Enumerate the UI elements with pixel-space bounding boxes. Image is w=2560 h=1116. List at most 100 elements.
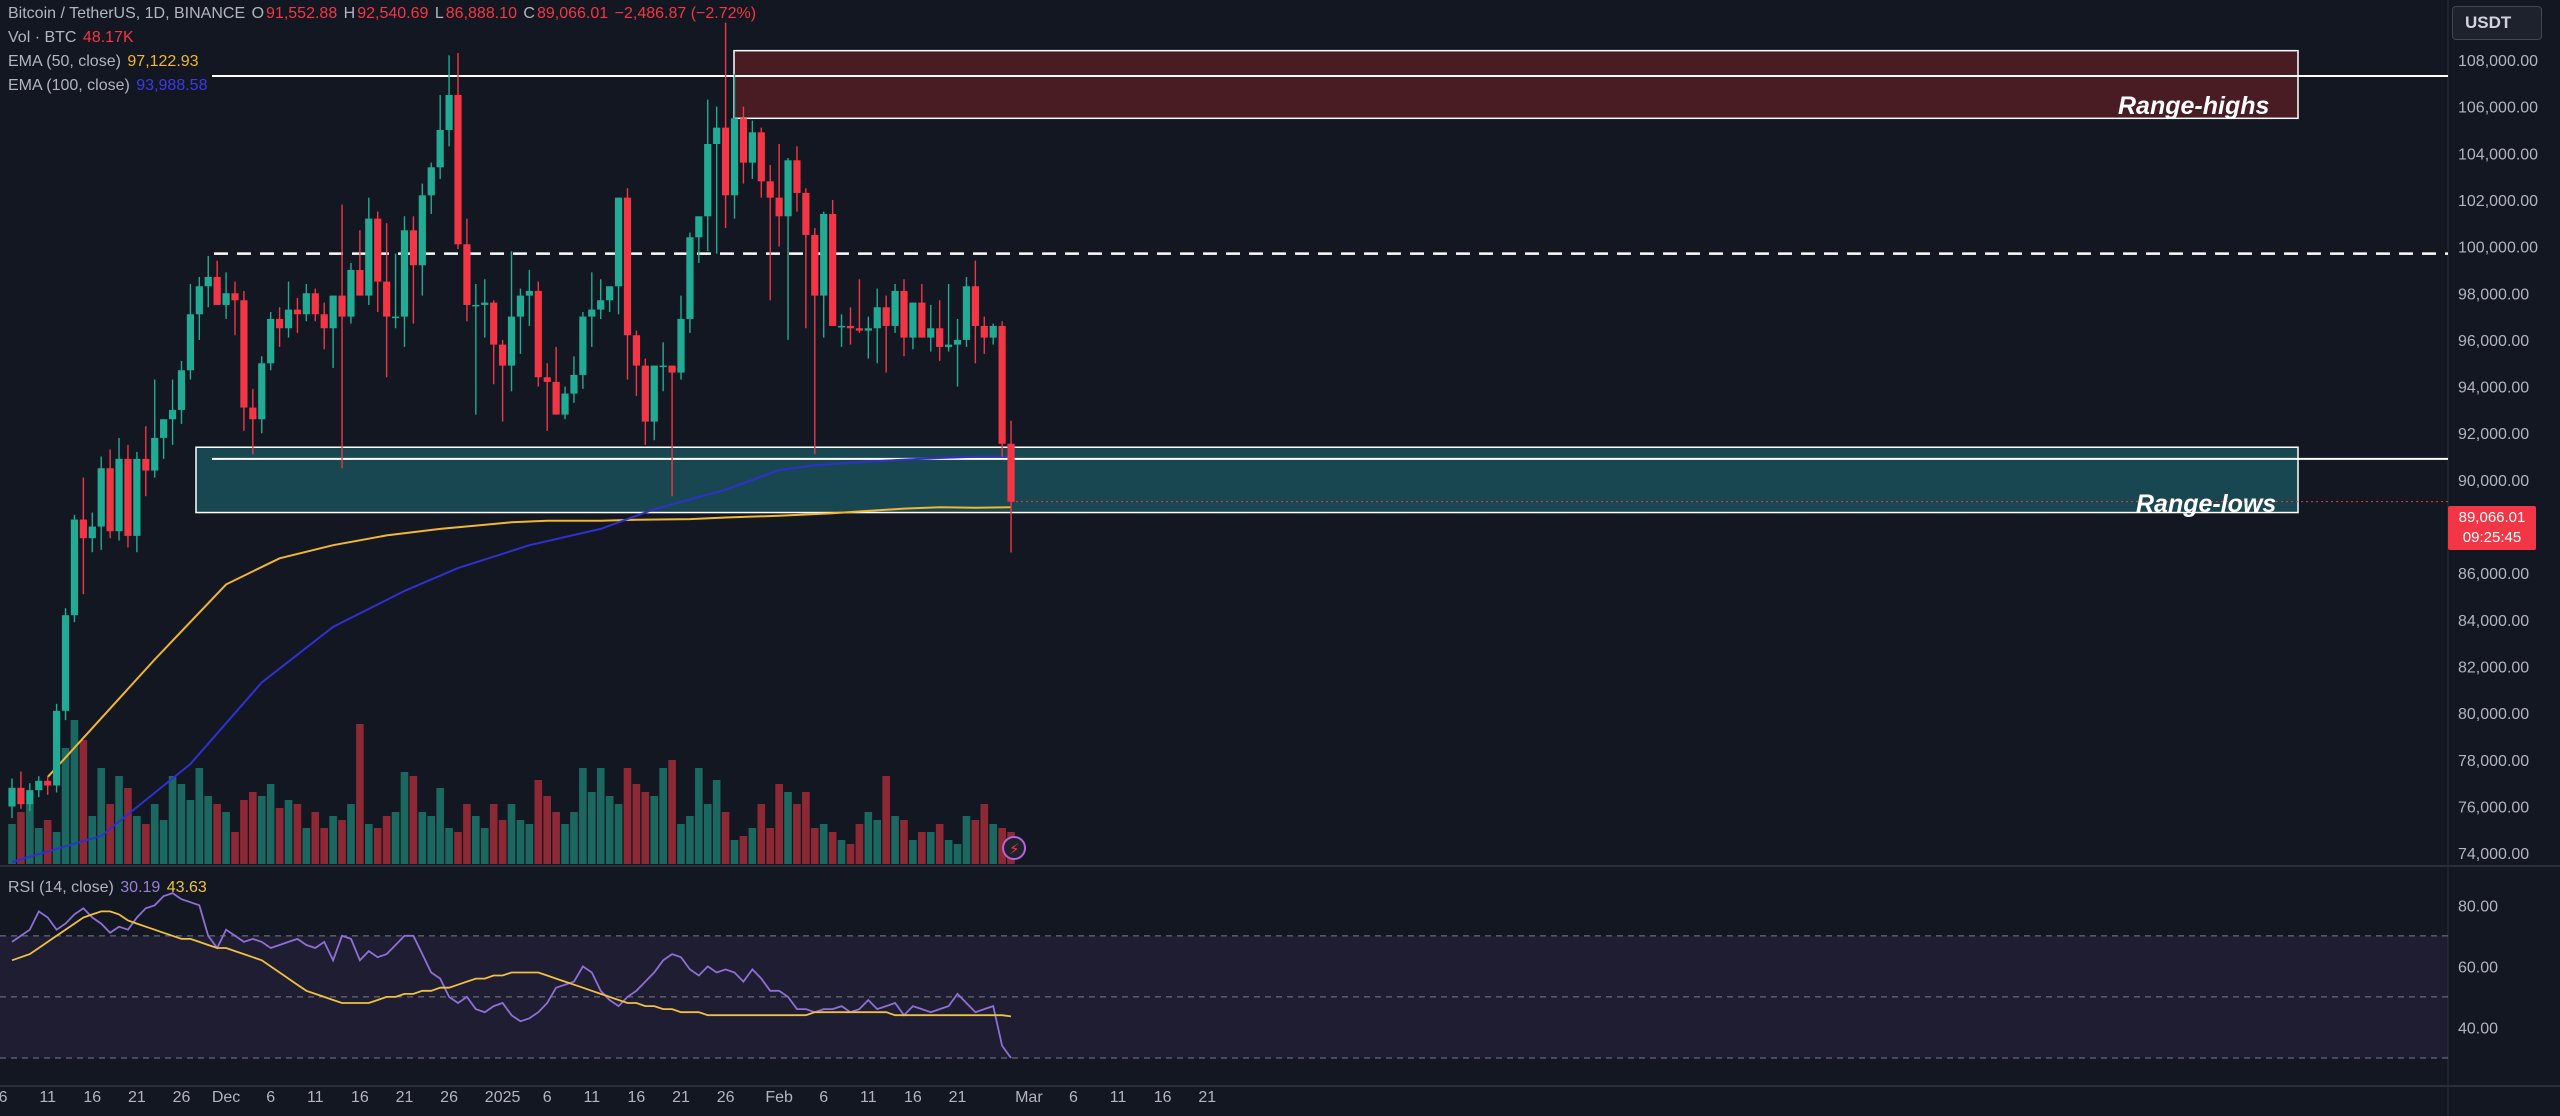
candle-body — [97, 468, 105, 527]
candle-body — [106, 468, 114, 532]
volume-bar — [739, 836, 748, 864]
candle-body — [231, 293, 239, 301]
volume-bar — [498, 820, 507, 864]
candle-body — [855, 328, 863, 331]
time-axis-label: 11 — [39, 1089, 56, 1106]
candle-body — [579, 316, 587, 375]
time-axis-label: Feb — [765, 1089, 793, 1106]
volume-bar — [204, 796, 213, 864]
volume-bar — [909, 840, 917, 864]
candle-body — [775, 197, 783, 217]
candle-body — [953, 339, 962, 345]
volume-bar — [935, 824, 944, 864]
candle-body — [837, 325, 846, 328]
candle-body — [338, 295, 346, 317]
last-price-tag: 89,066.01 09:25:45 — [2448, 506, 2536, 550]
volume-bar — [133, 816, 141, 864]
candle-body — [365, 218, 373, 296]
price-tick-label: 76,000.00 — [2458, 799, 2529, 816]
candle-body — [722, 127, 730, 196]
candle-body — [490, 302, 498, 345]
candle-body — [713, 127, 721, 144]
candle-body — [383, 281, 391, 317]
price-tick-label: 94,000.00 — [2458, 380, 2529, 397]
low-value: 86,888.10 — [445, 5, 517, 22]
high-label: H — [343, 5, 356, 22]
volume-bar — [97, 768, 105, 864]
price-tick-label: 96,000.00 — [2458, 333, 2529, 350]
symbol-legend[interactable]: Bitcoin / TetherUS, 1D, BINANCE O 91,552.… — [8, 4, 758, 24]
candle-body — [516, 295, 525, 317]
ema100-legend[interactable]: EMA (100, close) 93,988.58 — [8, 76, 209, 96]
time-axis-label: Dec — [212, 1089, 240, 1106]
candle-body — [900, 290, 908, 338]
candle-body — [793, 160, 801, 193]
symbol-name: Bitcoin / TetherUS, 1D, BINANCE — [8, 5, 246, 22]
volume-bar — [195, 768, 204, 864]
ema50-line — [46, 506, 1012, 778]
open-value: 91,552.88 — [266, 5, 338, 22]
volume-bar — [159, 820, 168, 864]
candle-body — [374, 218, 382, 282]
candle-body — [989, 325, 997, 338]
lightning-icon — [1002, 836, 1027, 860]
time-axis-label: 21 — [672, 1089, 690, 1106]
rsi-legend[interactable]: RSI (14, close) 30.19 43.63 — [8, 878, 209, 898]
candle-body — [70, 519, 79, 616]
price-tick-label: 82,000.00 — [2458, 660, 2529, 677]
currency-selector[interactable]: USDT — [2452, 6, 2542, 40]
time-axis-label: 21 — [1198, 1089, 1216, 1106]
candle-body — [293, 309, 302, 315]
volume-bar — [900, 820, 908, 864]
candle-body — [124, 458, 132, 536]
volume-bar — [891, 816, 899, 864]
volume-legend[interactable]: Vol · BTC 48.17K — [8, 28, 136, 48]
price-tick-label: 100,000.00 — [2458, 240, 2538, 257]
ema50-legend[interactable]: EMA (50, close) 97,122.93 — [8, 52, 201, 72]
candle-body — [311, 293, 319, 315]
volume-bar — [918, 832, 926, 864]
price-tick-label: 90,000.00 — [2458, 473, 2529, 490]
volume-bar — [570, 812, 578, 864]
volume-bar — [61, 748, 70, 864]
countdown-timer: 09:25:45 — [2462, 529, 2522, 546]
candle-body — [659, 365, 667, 368]
volume-bar — [998, 828, 1006, 864]
candle-body — [614, 197, 623, 287]
volume-bar — [445, 828, 453, 864]
rsi-tick-label: 40.00 — [2458, 1020, 2498, 1037]
high-value: 92,540.69 — [357, 5, 429, 22]
volume-bar — [356, 724, 364, 864]
rsi-label: RSI (14, close) — [8, 879, 114, 896]
time-axis-label: 26 — [717, 1089, 735, 1106]
volume-bar — [864, 812, 873, 864]
candle-body — [811, 234, 819, 296]
volume-bar — [659, 768, 667, 864]
candle-body — [320, 314, 328, 329]
time-axis-label: 6 — [1069, 1089, 1078, 1106]
time-axis-label: 11 — [860, 1089, 877, 1106]
volume-label: Vol · BTC — [8, 29, 77, 46]
candle-body — [8, 787, 16, 807]
time-axis-label: 26 — [440, 1089, 458, 1106]
candle-body — [79, 519, 87, 539]
rsi-ma-line — [11, 910, 1012, 1018]
range-highs-zone — [733, 49, 2299, 120]
volume-bar — [980, 804, 989, 864]
candle-body — [748, 132, 756, 163]
volume-bar — [686, 816, 694, 864]
rsi-tick-label: 60.00 — [2458, 959, 2498, 976]
volume-bar — [329, 816, 337, 864]
candle-body — [26, 790, 34, 805]
candle-body — [61, 615, 70, 711]
candle-body — [739, 118, 748, 163]
price-tick-label: 98,000.00 — [2458, 286, 2529, 303]
candle-body — [481, 302, 489, 305]
rsi-ma-value: 43.63 — [166, 879, 207, 896]
candle-body — [891, 290, 899, 326]
volume-bar — [472, 816, 480, 864]
time-axis-label: 11 — [307, 1089, 324, 1106]
candle-body — [177, 370, 186, 410]
candle-body — [695, 216, 703, 238]
